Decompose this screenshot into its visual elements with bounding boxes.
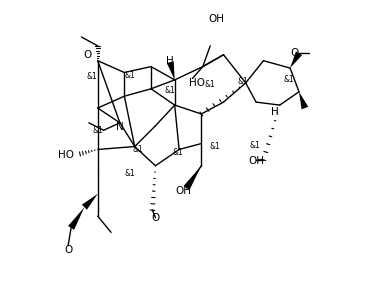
- Text: &1: &1: [92, 126, 103, 135]
- Text: &1: &1: [237, 77, 248, 86]
- Text: OH: OH: [248, 156, 264, 166]
- Polygon shape: [167, 61, 175, 80]
- Text: HO: HO: [58, 150, 74, 160]
- Text: &1: &1: [132, 145, 143, 154]
- Text: &1: &1: [165, 86, 176, 95]
- Text: &1: &1: [125, 169, 136, 178]
- Text: OH: OH: [208, 14, 224, 24]
- Polygon shape: [68, 207, 84, 230]
- Text: O: O: [290, 48, 299, 58]
- Text: &1: &1: [86, 73, 97, 81]
- Text: O: O: [64, 245, 72, 255]
- Text: &1: &1: [205, 80, 215, 89]
- Text: &1: &1: [209, 142, 220, 151]
- Text: HO: HO: [190, 78, 205, 88]
- Text: O: O: [151, 213, 159, 223]
- Text: &1: &1: [283, 75, 294, 84]
- Text: &1: &1: [249, 141, 260, 149]
- Text: &1: &1: [125, 71, 136, 80]
- Text: O: O: [84, 50, 92, 60]
- Polygon shape: [82, 194, 98, 210]
- Text: H: H: [166, 56, 174, 66]
- Polygon shape: [290, 52, 302, 68]
- Text: &1: &1: [172, 148, 183, 157]
- Text: H: H: [271, 107, 279, 118]
- Text: N: N: [116, 122, 124, 132]
- Text: OH: OH: [176, 186, 191, 196]
- Polygon shape: [299, 92, 308, 109]
- Polygon shape: [183, 166, 201, 190]
